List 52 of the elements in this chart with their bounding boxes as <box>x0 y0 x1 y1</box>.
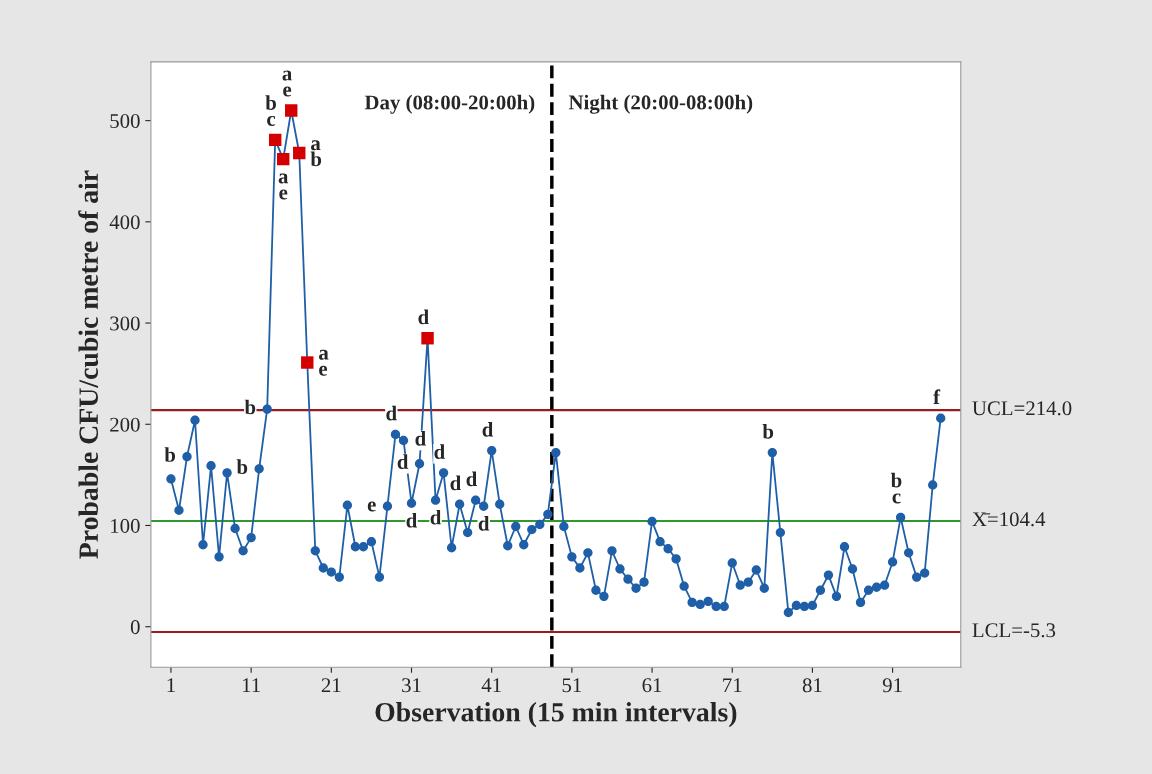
y-tick-label: 100 <box>111 518 140 533</box>
annotation: b <box>236 459 248 475</box>
ref-line-label: LCL=-5.3 <box>972 623 1056 638</box>
point <box>421 332 434 345</box>
x-tick-label: 91 <box>882 678 902 693</box>
x-tick-label: 61 <box>642 678 662 693</box>
y-tick-label: 0 <box>130 620 140 635</box>
ref-line-label: X̄=104.4 <box>972 512 1046 527</box>
x-tick-label: 71 <box>723 678 742 693</box>
x-tick-label: 1 <box>167 678 175 693</box>
point <box>277 152 290 166</box>
x-tick-label: 41 <box>481 678 501 693</box>
annotation: d <box>415 431 426 446</box>
annotation: Day (08:00-20:00h) <box>364 94 535 114</box>
point <box>285 104 298 117</box>
annotation: b c <box>890 472 902 504</box>
annotation: d <box>482 421 494 437</box>
annotation: d <box>466 471 478 487</box>
annotation: d <box>478 515 490 531</box>
y-tick-label: 300 <box>110 316 140 331</box>
x-tick-label: 51 <box>562 678 582 693</box>
annotation: Night (20:00-08:00h) <box>568 94 753 114</box>
y-tick-label: 400 <box>109 215 140 230</box>
annotation: f <box>933 389 941 405</box>
x-tick-label: 21 <box>321 678 341 693</box>
x-tick-label: 81 <box>802 678 822 693</box>
annotation: d <box>418 309 429 325</box>
annotation: a e <box>278 173 289 200</box>
annotation: d <box>434 444 445 459</box>
point <box>301 356 314 369</box>
annotation: a e <box>319 349 329 376</box>
annotation: d <box>450 475 462 491</box>
point <box>293 146 306 160</box>
annotation: d <box>386 405 397 421</box>
annotation: a b <box>310 140 322 167</box>
annotation: d <box>406 512 418 528</box>
y-axis-title: Probable CFU/cubic metre of air <box>78 170 99 559</box>
annotation: b <box>164 447 176 462</box>
annotation: b c <box>265 95 276 126</box>
y-tick-label: 500 <box>110 114 140 129</box>
y-tick-label: 200 <box>110 417 140 432</box>
annotation: a e <box>282 70 292 97</box>
annotation: e <box>367 501 376 512</box>
x-tick-label: 11 <box>242 678 260 693</box>
x-tick-label: 31 <box>402 678 421 693</box>
annotation: b <box>762 424 774 439</box>
annotation: d <box>397 454 409 469</box>
ref-line-label: UCL=214.0 <box>972 401 1072 416</box>
point <box>268 133 282 147</box>
annotation: b <box>244 399 256 415</box>
x-axis-title: Observation (15 min intervals) <box>375 702 737 728</box>
annotation: d <box>430 509 442 525</box>
